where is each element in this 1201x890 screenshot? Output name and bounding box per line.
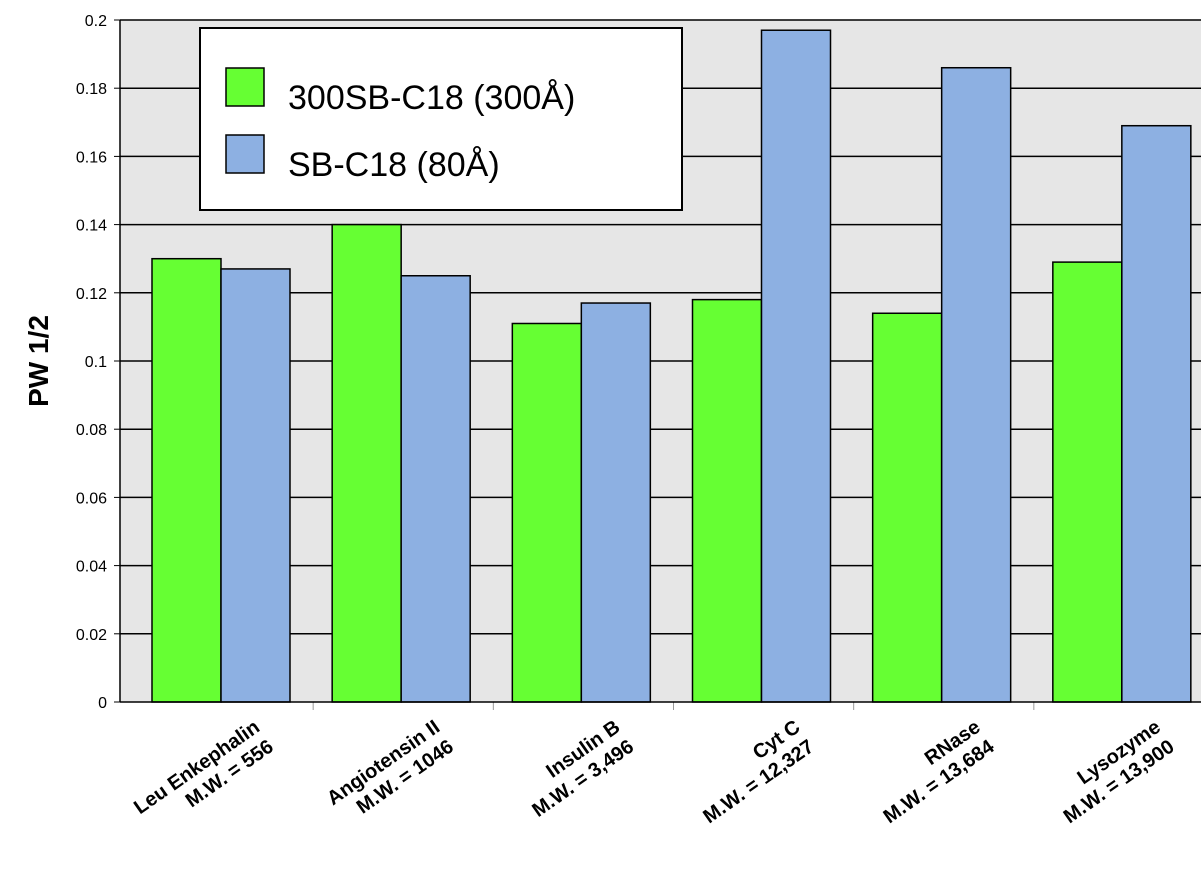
bar-300sb	[1052, 261, 1123, 703]
bar-300sb	[691, 298, 763, 703]
legend-swatch-300sb	[225, 67, 265, 107]
y-tick-label: 0.04	[76, 559, 107, 576]
y-tick-label: 0.12	[76, 286, 107, 303]
legend-swatch-sb	[225, 134, 265, 174]
bar-sb	[220, 268, 291, 703]
bar-300sb	[331, 223, 402, 703]
bar-sb	[580, 302, 652, 703]
y-tick-label: 0.18	[76, 81, 107, 98]
y-tick-label: 0.2	[85, 13, 107, 30]
bar-300sb	[511, 322, 583, 703]
legend: 300SB-C18 (300Å) SB-C18 (80Å)	[199, 27, 683, 211]
legend-label-300sb: 300SB-C18 (300Å)	[288, 79, 575, 117]
bar-300sb	[151, 257, 222, 703]
legend-box	[199, 27, 683, 211]
y-tick-label: 0.16	[76, 149, 107, 166]
y-axis-ticks: 0 0.02 0.04 0.06 0.08 0.1 0.12 0.14 0.16 0.18 0.2	[76, 13, 120, 712]
legend-label-sb: SB-C18 (80Å)	[288, 146, 500, 184]
bar-sb	[760, 29, 832, 703]
bar-300sb	[871, 312, 943, 703]
axes	[119, 20, 1201, 703]
y-tick-label: 0.02	[76, 627, 107, 644]
bar-sb	[940, 66, 1012, 703]
bar-sb	[1121, 124, 1192, 703]
y-tick-label: 0.08	[76, 422, 107, 439]
category-label: Angiotensin IIM.W. = 1046	[323, 716, 458, 818]
category-label: Cyt CM.W. = 12,327	[699, 716, 818, 828]
bars	[151, 29, 1192, 703]
y-tick-label: 0.1	[85, 354, 107, 371]
y-axis-label: PW 1/2	[23, 315, 54, 407]
bar-sb	[400, 275, 471, 703]
y-tick-label: 0	[98, 695, 107, 712]
category-label: Insulin BM.W. = 3,496	[528, 716, 638, 822]
y-tick-label: 0.14	[76, 218, 107, 235]
y-tick-label: 0.06	[76, 490, 107, 507]
